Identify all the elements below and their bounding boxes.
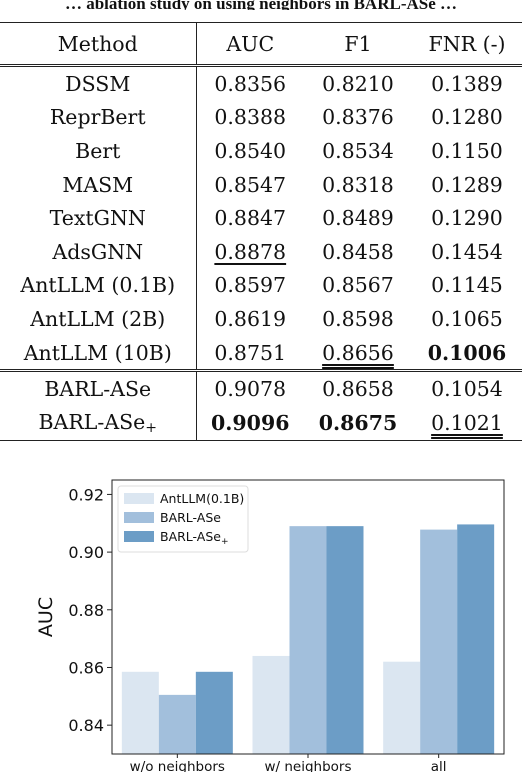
header-fnr: FNR (-) (412, 22, 522, 67)
row-auc: 0.8540 (214, 138, 287, 163)
legend-label: AntLLM(0.1B) (160, 491, 244, 506)
second-best-f1: 0.8656 (322, 340, 394, 365)
results-table: Method AUC F1 FNR (-) DSSM 0.8356 0.8210… (0, 22, 522, 441)
row-fnr: 0.1006 (412, 335, 522, 373)
row-auc: 0.8751 (196, 335, 304, 373)
row-fnr: 0.1065 (431, 306, 503, 331)
row-method: MASM (0, 167, 197, 202)
row-auc: 0.8356 (214, 71, 287, 96)
table-row: AntLLM (10B) 0.8751 0.8656 0.1006 (0, 335, 522, 373)
row-f1: 0.8534 (322, 138, 394, 163)
row-f1: 0.8675 (304, 405, 412, 441)
best-fnr: 0.1006 (427, 340, 507, 365)
header-f1: F1 (304, 22, 412, 67)
row-method: AntLLM (10B) (0, 335, 197, 373)
second-best-auc: 0.8878 (214, 239, 287, 264)
y-tick-label: 0.84 (68, 716, 104, 735)
bar (420, 529, 458, 754)
row-f1: 0.8489 (322, 206, 394, 231)
row-fnr: 0.1021 (412, 405, 522, 441)
bar (195, 671, 233, 754)
row-auc: 0.8547 (214, 172, 287, 197)
caption-fragment: … ablation study on using neighbors in B… (64, 0, 458, 10)
row-auc: 0.8597 (214, 273, 287, 298)
bar (252, 655, 290, 754)
row-fnr: 0.1289 (431, 172, 503, 197)
row-method: AntLLM (0.1B) (0, 268, 197, 303)
best-f1: 0.8675 (318, 410, 398, 435)
row-f1: 0.8458 (322, 239, 394, 264)
legend-label: BARL-ASe (160, 510, 221, 525)
legend-swatch (124, 512, 154, 523)
table-row: AdsGNN 0.8878 0.8458 0.1454 (0, 234, 522, 269)
y-tick-label: 0.92 (68, 485, 104, 504)
table-row: DSSM 0.8356 0.8210 0.1389 (0, 65, 522, 101)
row-method: ReprBert (0, 100, 197, 135)
y-tick-label: 0.88 (68, 601, 104, 620)
x-tick-label: all (431, 759, 447, 772)
plot-frame (111, 479, 505, 755)
table-row: TextGNN 0.8847 0.8489 0.1290 (0, 201, 522, 235)
best-auc: 0.9096 (211, 410, 290, 435)
chart-svg: w/o neighbors w/ neighbors all 0.84 0.86 0.88… (35, 479, 505, 775)
x-tick-label: w/o neighbors (130, 759, 225, 772)
legend-label-subscript: + (221, 537, 229, 547)
row-f1: 0.8567 (322, 273, 394, 298)
row-f1: 0.8318 (322, 172, 394, 197)
row-method: BARL-ASe+ (0, 405, 197, 441)
row-method: DSSM (0, 65, 197, 101)
table-row: AntLLM (2B) 0.8619 0.8598 0.1065 (0, 302, 522, 336)
table-row: Bert 0.8540 0.8534 0.1150 (0, 134, 522, 168)
row-fnr: 0.1054 (431, 377, 503, 402)
legend-swatch (124, 493, 154, 504)
header-method: Method (0, 22, 197, 67)
row-auc: 0.9096 (196, 405, 304, 441)
row-fnr: 0.1389 (431, 71, 503, 96)
method-main: BARL-ASe (38, 409, 146, 434)
bar (457, 524, 495, 754)
table-row-ours: BARL-ASe+ 0.9096 0.8675 0.1021 (0, 405, 522, 441)
bar (289, 526, 327, 754)
row-auc: 0.9078 (214, 377, 287, 402)
row-method: AdsGNN (0, 234, 197, 269)
bar (121, 671, 159, 754)
row-f1: 0.8376 (322, 105, 394, 130)
legend-label: BARL-ASe+ (160, 529, 229, 547)
y-tick-label: 0.90 (68, 543, 104, 562)
row-method: TextGNN (0, 201, 197, 235)
method-subscript: + (145, 419, 158, 436)
y-tick-label: 0.86 (68, 658, 104, 677)
row-f1: 0.8210 (322, 71, 394, 96)
header-auc: AUC (196, 22, 304, 67)
row-fnr: 0.1145 (431, 273, 503, 298)
row-auc: 0.8388 (214, 105, 287, 130)
x-tick-label: w/ neighbors (264, 759, 351, 772)
row-fnr: 0.1454 (431, 239, 503, 264)
row-f1: 0.8598 (322, 306, 394, 331)
row-method: Bert (0, 134, 197, 168)
table-row: MASM 0.8547 0.8318 0.1289 (0, 167, 522, 202)
row-fnr: 0.1280 (431, 105, 503, 130)
auc-bar-chart: w/o neighbors w/ neighbors all 0.84 0.86 0.88… (0, 472, 522, 775)
second-best-fnr: 0.1021 (431, 410, 503, 435)
y-axis-label: AUC (35, 597, 57, 637)
row-f1: 0.8658 (322, 377, 394, 402)
table-row: ReprBert 0.8388 0.8376 0.1280 (0, 100, 522, 135)
legend-swatch (124, 531, 154, 542)
row-method: AntLLM (2B) (0, 302, 197, 336)
row-fnr: 0.1290 (431, 206, 503, 231)
table-row: AntLLM (0.1B) 0.8597 0.8567 0.1145 (0, 268, 522, 303)
bar (158, 694, 196, 754)
row-auc: 0.8878 (196, 235, 304, 269)
row-method: BARL-ASe (0, 370, 197, 406)
row-auc: 0.8847 (214, 206, 287, 231)
table-row-ours: BARL-ASe 0.9078 0.8658 0.1054 (0, 370, 522, 406)
row-fnr: 0.1150 (431, 138, 503, 163)
row-f1: 0.8656 (304, 335, 412, 373)
bar (383, 661, 421, 754)
row-auc: 0.8619 (214, 306, 287, 331)
bar (326, 526, 364, 754)
